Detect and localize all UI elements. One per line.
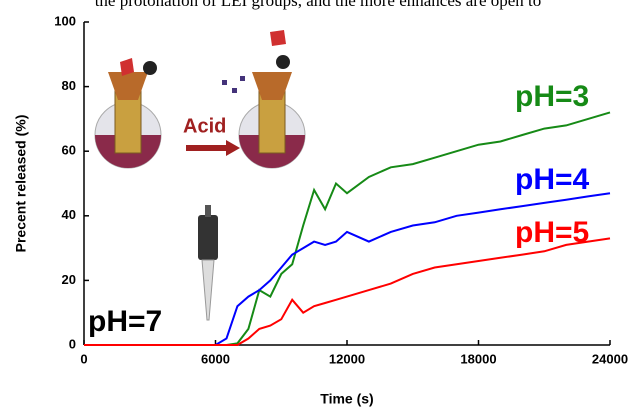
y-tick-label: 20 [62, 272, 76, 287]
caption-fragment: the protonation of LEI groups, and the m… [95, 0, 542, 10]
y-tick-label: 60 [62, 143, 76, 158]
y-tick-label: 80 [62, 78, 76, 93]
series-line [84, 237, 611, 346]
x-tick-label: 18000 [460, 351, 496, 366]
y-axis-label: Precent released (%) [13, 115, 29, 253]
acid-label: Acid [183, 115, 226, 137]
x-tick-label: 6000 [201, 351, 230, 366]
illustration [94, 30, 306, 321]
y-tick-label: 100 [54, 13, 76, 28]
pre-acid-label: pH=7 [88, 305, 162, 338]
series-label: pH=4 [515, 163, 590, 196]
series-label: pH=3 [515, 80, 589, 113]
y-tick-label: 40 [62, 207, 76, 222]
x-axis-label: Time (s) [320, 391, 373, 407]
series-label: pH=5 [515, 216, 589, 249]
y-tick-label: 0 [69, 336, 76, 351]
series-line [84, 192, 611, 346]
x-tick-label: 12000 [329, 351, 365, 366]
x-tick-label: 0 [80, 351, 87, 366]
x-tick-label: 24000 [592, 351, 628, 366]
